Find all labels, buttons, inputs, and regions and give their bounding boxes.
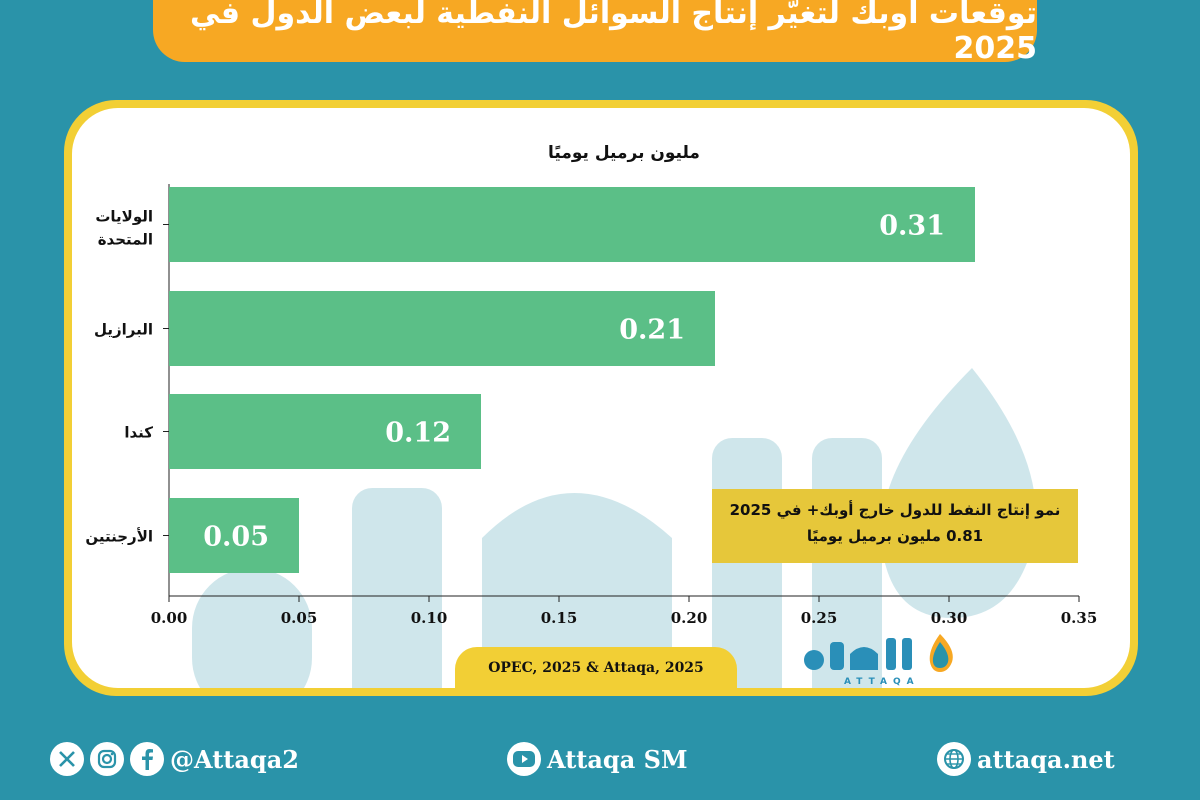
website-link: attaqa.net <box>937 735 1115 783</box>
bar <box>169 498 299 573</box>
chart-title: توقعات أوبك لتغيّر إنتاج السوائل النفطية… <box>190 0 1037 66</box>
bar <box>169 291 715 366</box>
bar-value-label: 0.31 <box>879 211 945 242</box>
bar-value-label: 0.05 <box>203 522 269 553</box>
bar <box>169 187 975 262</box>
x-tick-label: 0.05 <box>281 609 318 627</box>
youtube-channel[interactable]: Attaqa SM <box>547 744 688 774</box>
category-label: الولايات <box>95 208 153 226</box>
note-line-1: نمو إنتاج النفط للدول خارج أوبك+ في 2025 <box>729 501 1061 519</box>
category-label: كندا <box>124 424 153 442</box>
chart-card: A T T A مليون برميل يوميًا 0.00 0.05 0.10 0.… <box>64 100 1138 696</box>
bar <box>169 394 481 469</box>
instagram-icon[interactable] <box>90 742 124 776</box>
svg-text:ATTAQA: ATTAQA <box>844 677 920 686</box>
category-label: الأرجنتين <box>85 528 153 546</box>
title-bar: توقعات أوبك لتغيّر إنتاج السوائل النفطية… <box>153 0 1037 66</box>
unit-label: مليون برميل يوميًا <box>548 143 700 163</box>
x-tick-label: 0.15 <box>541 609 578 627</box>
bar-value-label: 0.12 <box>385 418 451 449</box>
attaqa-logo-icon: ATTAQA <box>804 634 953 686</box>
x-tick-label: 0.25 <box>801 609 838 627</box>
x-icon[interactable] <box>50 742 84 776</box>
social-links: @Attaqa2 <box>50 735 299 783</box>
bar-chart: مليون برميل يوميًا 0.00 0.05 0.10 0.15 0.20 0.… <box>85 143 1098 627</box>
social-handle[interactable]: @Attaqa2 <box>170 744 299 774</box>
category-label: البرازيل <box>94 321 153 339</box>
note-box: نمو إنتاج النفط للدول خارج أوبك+ في 2025… <box>712 489 1078 563</box>
source-text: OPEC, 2025 & Attaqa, 2025 <box>488 660 704 676</box>
source-label: OPEC, 2025 & Attaqa, 2025 <box>455 647 737 689</box>
bar-value-label: 0.21 <box>619 315 685 346</box>
x-tick-label: 0.10 <box>411 609 448 627</box>
website-url[interactable]: attaqa.net <box>977 744 1115 774</box>
note-line-2: 0.81 مليون برميل يوميًا <box>806 527 984 545</box>
x-tick-label: 0.00 <box>151 609 188 627</box>
x-tick-label: 0.20 <box>671 609 708 627</box>
x-tick-label: 0.30 <box>931 609 968 627</box>
category-label: المتحدة <box>98 231 153 249</box>
x-tick-label: 0.35 <box>1061 609 1098 627</box>
youtube-icon[interactable] <box>507 742 541 776</box>
globe-icon[interactable] <box>937 742 971 776</box>
facebook-icon[interactable] <box>130 742 164 776</box>
chart-card-inner: A T T A مليون برميل يوميًا 0.00 0.05 0.10 0.… <box>72 108 1130 688</box>
youtube-link: Attaqa SM <box>507 735 688 783</box>
